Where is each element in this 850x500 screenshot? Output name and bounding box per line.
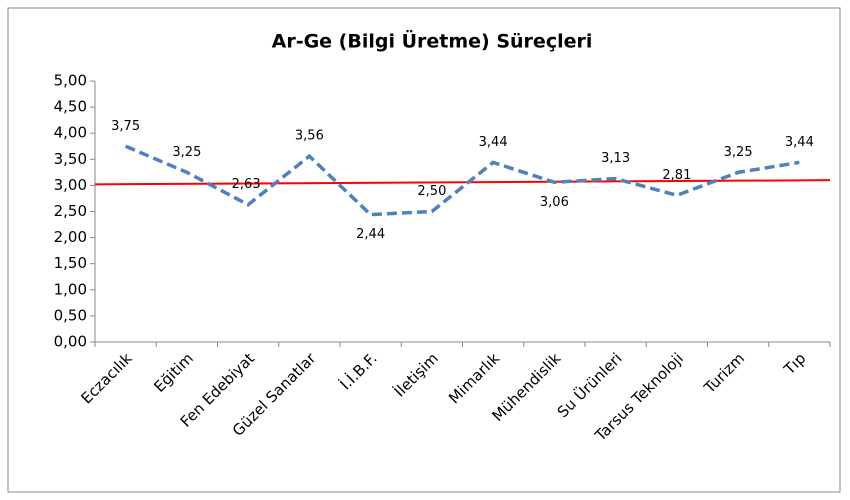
value-label: 3,56 — [295, 129, 324, 144]
y-tick-label: 0,50 — [54, 306, 87, 324]
chart-title: Ar-Ge (Bilgi Üretme) Süreçleri — [272, 29, 593, 53]
value-label: 3,44 — [479, 135, 508, 150]
y-tick-label: 1,50 — [54, 254, 87, 272]
value-label: 2,50 — [417, 184, 446, 199]
y-tick-label: 3,50 — [54, 150, 87, 168]
value-label: 3,75 — [111, 119, 140, 134]
reference-line — [94, 179, 831, 186]
chart-frame — [7, 7, 841, 493]
value-label: 3,25 — [172, 145, 201, 160]
value-label: 3,06 — [540, 195, 569, 210]
y-tick-label: 2,00 — [54, 228, 87, 246]
y-tick-label: 3,00 — [54, 176, 87, 194]
value-label: 3,25 — [724, 145, 753, 160]
value-label: 3,13 — [601, 151, 630, 166]
data-line — [124, 144, 800, 217]
value-label: 3,44 — [785, 135, 814, 150]
value-label: 2,63 — [232, 177, 261, 192]
y-tick-label: 5,00 — [54, 72, 87, 90]
value-label: 2,81 — [662, 168, 691, 183]
value-label: 2,44 — [356, 227, 385, 242]
y-tick-label: 0,00 — [54, 333, 87, 351]
y-tick-label: 1,00 — [54, 280, 87, 298]
y-tick-label: 4,50 — [54, 98, 87, 116]
y-tick-label: 2,50 — [54, 202, 87, 220]
y-tick-label: 4,00 — [54, 124, 87, 142]
